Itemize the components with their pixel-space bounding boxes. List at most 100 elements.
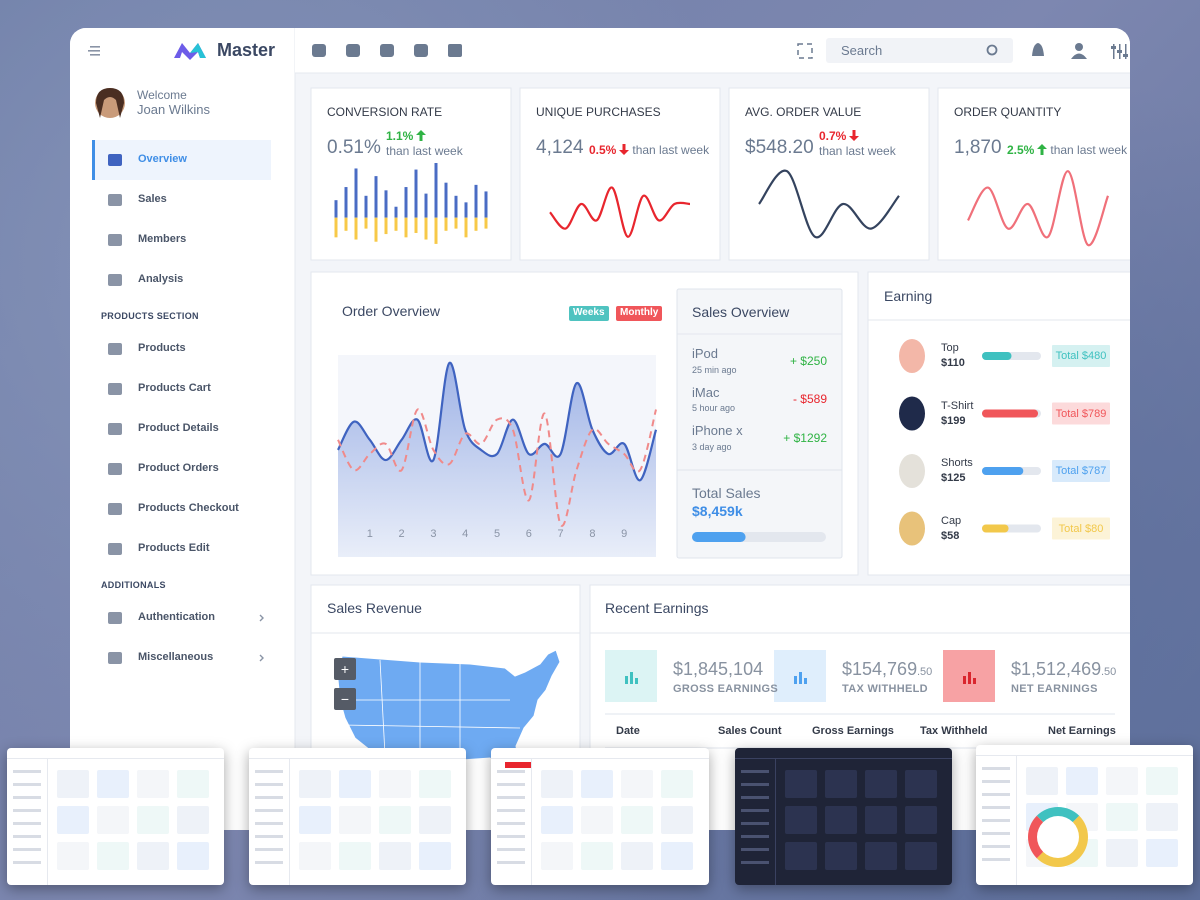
nav-item[interactable]: Analysis (138, 273, 184, 286)
zoom-in-button[interactable] (334, 658, 356, 680)
stat-card (310, 87, 512, 261)
product-price: $125 (941, 472, 966, 485)
nav-item[interactable]: Miscellaneous (138, 651, 214, 664)
zoom-out-button[interactable] (334, 688, 356, 710)
thumbnail-block (825, 770, 857, 798)
zoom-in-label[interactable]: + (340, 660, 350, 677)
thumbnail-block (97, 842, 129, 870)
thumbnail-topbar (491, 748, 709, 759)
nav-icon (108, 652, 122, 664)
x-tick-label: 4 (462, 528, 469, 541)
settings-line (1125, 44, 1127, 59)
thumbnail-row (741, 822, 769, 825)
nav-icon (108, 612, 122, 624)
total-badge-text: Total $480 (1055, 350, 1107, 363)
trend-arrow (416, 130, 427, 141)
amount: - $589 (792, 392, 827, 407)
nav-icon (108, 234, 122, 246)
thumbnail-block (419, 842, 451, 870)
thumbnail-row (497, 848, 525, 851)
thumbnail (735, 748, 952, 885)
thumbnail-block (137, 842, 169, 870)
nav-item[interactable]: Products Cart (138, 382, 211, 395)
period-button[interactable]: Weeks (573, 307, 605, 318)
thumbnail-row (13, 796, 41, 799)
toolbar-icon (414, 44, 428, 57)
nav-item[interactable]: Authentication (138, 611, 215, 624)
mini-bar (444, 217, 448, 231)
thumbnail-row (741, 796, 769, 799)
nav-item[interactable]: Product Orders (138, 462, 219, 475)
thumbnail-block (339, 842, 371, 870)
nav-icon (108, 383, 122, 395)
summary-label: GROSS EARNINGS (673, 683, 779, 696)
stat-change: 0.5% than last week (589, 143, 710, 158)
time-ago: 5 hour ago (692, 403, 736, 414)
mini-bar (454, 217, 458, 229)
thumbnail-block (905, 770, 937, 798)
amount: + $1292 (783, 430, 827, 445)
avatar-hair (96, 88, 124, 118)
thumbnail-block (661, 842, 693, 870)
period-button-bg[interactable] (616, 306, 662, 321)
thumbnail-block (1146, 767, 1178, 795)
progress-fill (692, 532, 746, 542)
sparkline (758, 169, 900, 239)
trend-arrow (1037, 143, 1048, 155)
bell-icon (1032, 43, 1044, 56)
nav-item[interactable]: Sales (138, 193, 167, 206)
period-button-bg[interactable] (569, 306, 609, 321)
mini-bar (404, 187, 408, 218)
mini-bar (414, 169, 418, 218)
toolbar-icon (380, 44, 394, 57)
panel-title: Earning (884, 287, 933, 304)
stat-change-note: than last week (386, 144, 463, 158)
nav-item[interactable]: Overview (138, 153, 187, 166)
nav-section-title: PRODUCTS SECTION (101, 310, 199, 321)
trend-arrow-shape (416, 130, 427, 141)
mini-bar (434, 163, 438, 218)
nav-item[interactable]: Products (138, 342, 186, 355)
welcome-text: Welcome (137, 87, 187, 102)
thumbnail-block (299, 842, 331, 870)
thumbnail-row (982, 819, 1010, 822)
thumbnail-row (741, 783, 769, 786)
panel-title: Sales Revenue (327, 599, 422, 616)
thumbnail-block (621, 770, 653, 798)
mini-bar (444, 182, 448, 218)
mini-bar (474, 184, 478, 218)
thumbnail-button (505, 762, 531, 768)
stat-change-note: than last week (632, 142, 710, 157)
nav-item[interactable]: Members (138, 233, 187, 246)
total-label: Total Sales (692, 484, 761, 501)
x-tick-label: 7 (557, 528, 564, 541)
period-button[interactable]: Monthly (620, 307, 659, 318)
mini-bar (464, 202, 468, 218)
nav-item[interactable]: Products Edit (138, 542, 210, 555)
mini-bar (374, 176, 378, 218)
thumbnail-sidebar (7, 758, 48, 885)
stat-card (519, 87, 721, 261)
thumbnail-row (741, 861, 769, 864)
thumbnail-row (741, 809, 769, 812)
search-box[interactable] (826, 38, 1013, 63)
thumbnail-block (541, 806, 573, 834)
thumbnail-row (497, 770, 525, 773)
nav-icon (108, 194, 122, 206)
panel-title: Recent Earnings (605, 599, 709, 616)
mini-bar (364, 195, 368, 218)
mini-bar (404, 217, 408, 238)
summary-value-cents: .50 (1101, 666, 1117, 679)
zoom-out-label[interactable]: − (340, 690, 350, 707)
nav-item[interactable]: Product Details (138, 422, 219, 435)
area-fill (338, 362, 656, 557)
mini-bar (354, 217, 358, 240)
search-placeholder[interactable]: Search (841, 43, 883, 59)
product-price: $110 (941, 357, 965, 370)
thumbnail-block (57, 770, 89, 798)
nav-item[interactable]: Products Checkout (138, 502, 239, 515)
table-header: Sales Count (718, 725, 782, 738)
mini-bar (384, 190, 388, 218)
thumbnail (249, 748, 466, 885)
amount: + $250 (789, 353, 827, 368)
